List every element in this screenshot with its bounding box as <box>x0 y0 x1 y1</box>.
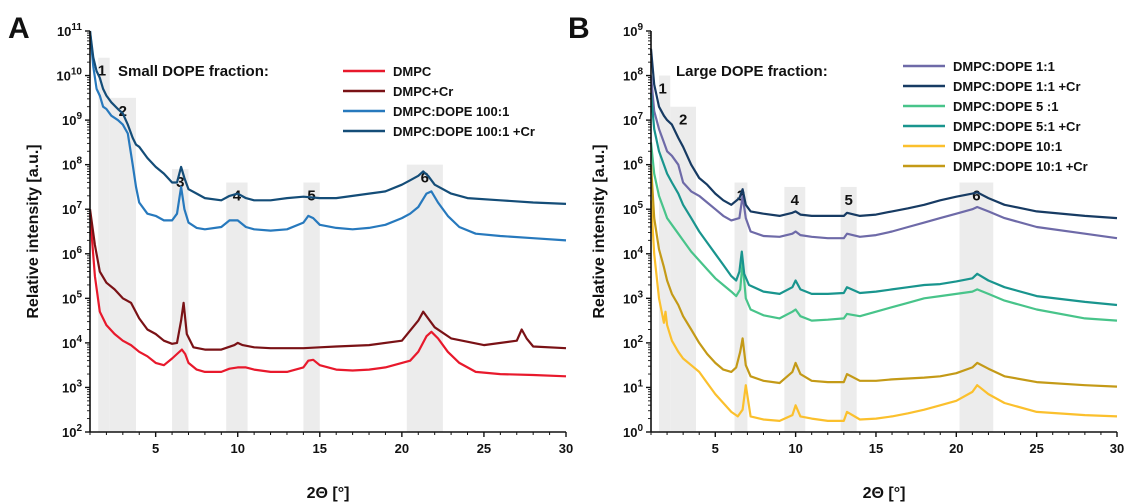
series-line-4 <box>88 30 567 205</box>
legend: DMPC DMPC+Cr DMPC:DOPE 100:1 DMPC:DOPE 100:… <box>343 64 535 139</box>
x-tick-label: 30 <box>1110 441 1124 456</box>
series-line-5 <box>649 200 1118 422</box>
peak-band-4 <box>226 182 248 432</box>
y-tick-label: 109 <box>62 111 82 128</box>
y-tick-label: 1011 <box>57 22 82 39</box>
peak-label-6: 6 <box>972 187 980 204</box>
peak-label-1: 1 <box>98 63 106 80</box>
y-tick-label: 109 <box>623 22 643 39</box>
peak-label-1: 1 <box>658 81 666 98</box>
legend-label: DMPC:DOPE 10:1 <box>953 139 1062 154</box>
y-tick-label: 102 <box>623 334 643 351</box>
legend-label: DMPC:DOPE 1:1 +Cr <box>953 79 1081 94</box>
series-line-3 <box>649 142 1118 322</box>
legend-label: DMPC:DOPE 5 :1 <box>953 99 1058 114</box>
series-line-3 <box>88 30 567 242</box>
panel-letter: A <box>8 12 30 45</box>
y-axis-title: Relative intensity [a.u.] <box>25 144 42 318</box>
peak-band-6 <box>959 182 994 432</box>
x-axis-title: 2Θ [°] <box>307 485 350 502</box>
peak-band-6 <box>406 164 443 432</box>
legend-label: DMPC:DOPE 100:1 +Cr <box>393 124 535 139</box>
y-tick-label: 108 <box>623 67 643 84</box>
peak-band-1 <box>659 75 671 433</box>
peak-band-1 <box>98 57 110 432</box>
y-tick-label: 103 <box>62 378 82 395</box>
y-tick-label: 104 <box>623 245 643 262</box>
legend: DMPC:DOPE 1:1 DMPC:DOPE 1:1 +Cr DMPC:DOPE … <box>903 59 1088 174</box>
series-line-1 <box>649 75 1118 240</box>
y-tick-label: 106 <box>62 245 82 262</box>
series-line-4 <box>649 93 1118 307</box>
y-tick-label: 100 <box>623 423 643 440</box>
legend-label: DMPC:DOPE 5:1 +Cr <box>953 119 1081 134</box>
y-tick-label: 107 <box>623 111 643 128</box>
peak-label-3: 3 <box>176 174 184 191</box>
x-tick-label: 20 <box>949 441 963 456</box>
peak-label-5: 5 <box>844 192 852 209</box>
y-tick-label: 108 <box>62 156 82 173</box>
x-axis-title: 2Θ [°] <box>863 485 906 502</box>
x-tick-label: 5 <box>712 441 719 456</box>
panel-title: Large DOPE fraction: <box>676 63 828 80</box>
panel-A: A 1 2 3 4 5 6 5 10 15 20 25 30 102 103 104 105 106 107 108 1… <box>8 12 573 502</box>
peak-label-5: 5 <box>307 187 315 204</box>
peak-label-4: 4 <box>791 192 800 209</box>
peak-band-2 <box>109 97 136 432</box>
y-tick-label: 105 <box>623 200 643 217</box>
y-tick-label: 106 <box>623 156 643 173</box>
peak-label-2: 2 <box>119 103 127 120</box>
y-tick-label: 104 <box>62 334 82 351</box>
y-axis-title: Relative intensity [a.u.] <box>591 144 608 318</box>
x-tick-label: 25 <box>1029 441 1043 456</box>
peak-label-4: 4 <box>233 187 242 204</box>
x-tick-label: 25 <box>477 441 491 456</box>
x-tick-label: 5 <box>152 441 159 456</box>
series-line-1 <box>88 213 567 378</box>
peak-label-6: 6 <box>421 170 429 187</box>
peak-band-2 <box>670 106 696 432</box>
y-tick-label: 107 <box>62 200 82 217</box>
peak-band-5 <box>303 182 320 432</box>
legend-label: DMPC+Cr <box>393 84 453 99</box>
legend-label: DMPC:DOPE 10:1 +Cr <box>953 159 1088 174</box>
peak-band-3 <box>172 169 189 432</box>
panel-letter: B <box>568 12 590 45</box>
y-tick-label: 105 <box>62 289 82 306</box>
x-tick-label: 15 <box>869 441 883 456</box>
x-tick-label: 10 <box>230 441 244 456</box>
y-tick-label: 1010 <box>56 67 82 84</box>
y-tick-label: 103 <box>623 289 643 306</box>
legend-label: DMPC:DOPE 1:1 <box>953 59 1055 74</box>
series-line-2 <box>88 209 567 351</box>
peak-label-2: 2 <box>679 112 687 129</box>
x-tick-label: 10 <box>788 441 802 456</box>
peak-band-3 <box>734 182 748 432</box>
x-tick-label: 30 <box>559 441 573 456</box>
panel-title: Small DOPE fraction: <box>118 63 269 80</box>
x-tick-label: 20 <box>395 441 409 456</box>
legend-label: DMPC <box>393 64 432 79</box>
y-tick-label: 102 <box>62 423 82 440</box>
x-tick-label: 15 <box>313 441 327 456</box>
series-line-6 <box>649 164 1118 388</box>
y-tick-label: 101 <box>623 378 643 395</box>
peak-band-5 <box>840 186 857 432</box>
series-line-2 <box>649 48 1118 220</box>
legend-label: DMPC:DOPE 100:1 <box>393 104 509 119</box>
